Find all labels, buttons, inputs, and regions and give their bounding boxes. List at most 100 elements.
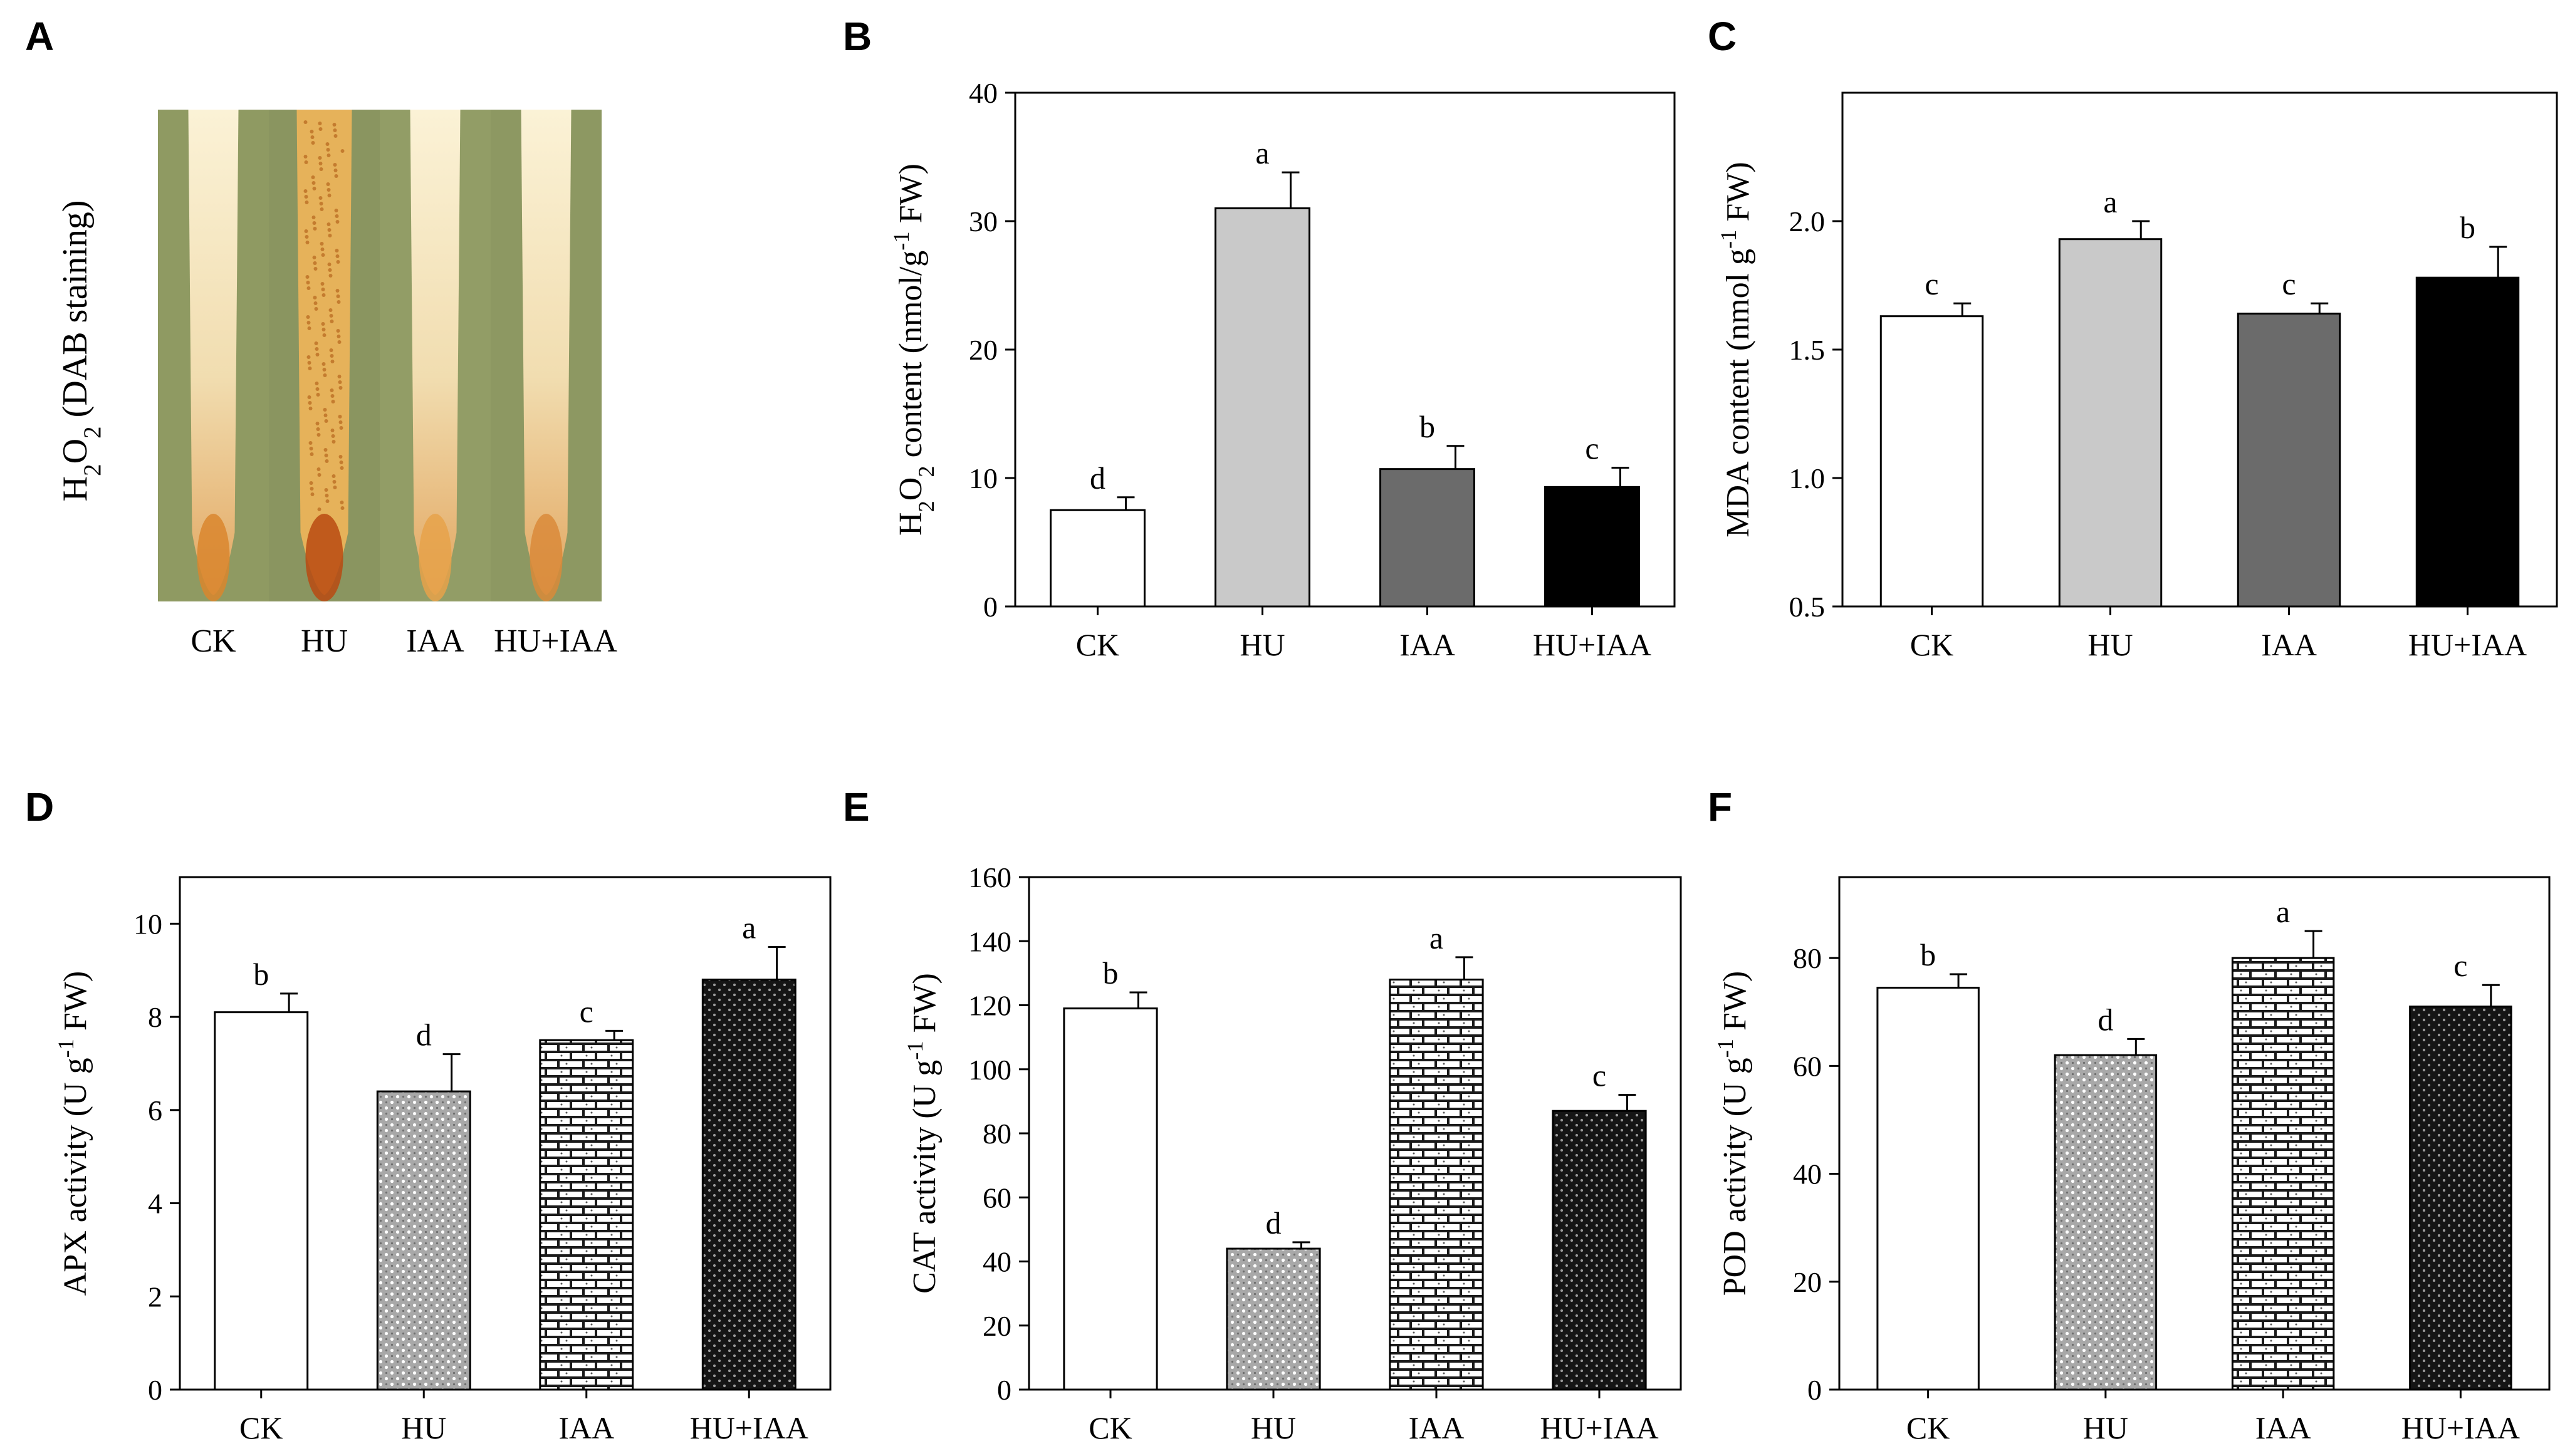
y-tick-label: 40 xyxy=(969,77,998,109)
stain-speck xyxy=(337,375,342,378)
stain-speck xyxy=(317,473,321,477)
stain-speck xyxy=(316,433,321,437)
x-tick-label: HU xyxy=(2087,627,2133,662)
stain-speck xyxy=(322,333,327,337)
bar-ck xyxy=(1063,1007,1158,1391)
stain-speck xyxy=(315,353,320,356)
panel-letter-a: A xyxy=(25,14,54,59)
bar-hu xyxy=(1215,207,1310,608)
significance-letter: c xyxy=(1585,431,1599,466)
stain-speck xyxy=(330,394,335,398)
label-part: 2 xyxy=(79,426,106,439)
stain-speck xyxy=(314,341,318,345)
sample-label: CK xyxy=(191,623,236,659)
chart-panel-c: C 0.5 1.0 1.5 2.0 MDA content (nmol g-1 FW) c C… xyxy=(1708,14,2558,662)
stain-speck xyxy=(318,122,322,125)
y-tick-label: 40 xyxy=(1793,1158,1822,1190)
stain-speck xyxy=(315,382,319,385)
stain-speck xyxy=(332,474,336,478)
label-part: 2 xyxy=(914,501,939,512)
stain-speck xyxy=(305,200,309,204)
stain-speck xyxy=(328,308,333,312)
bar-hu-iaa xyxy=(2409,1006,2512,1391)
bar-iaa xyxy=(2231,957,2335,1391)
label-part: FW) xyxy=(58,971,93,1039)
bar-hu-iaa xyxy=(2415,276,2520,608)
y-tick-label: 0 xyxy=(983,591,998,623)
y-tick-label: 60 xyxy=(983,1182,1011,1214)
stain-speck xyxy=(324,488,328,492)
stain-speck xyxy=(330,388,334,392)
stain-speck xyxy=(316,393,320,397)
stain-speck xyxy=(304,195,308,199)
significance-letter: c xyxy=(1592,1058,1606,1093)
y-tick-label: 120 xyxy=(968,990,1011,1022)
stain-speck xyxy=(316,467,321,471)
y-tick-label: 0 xyxy=(148,1374,162,1406)
stain-speck xyxy=(310,492,315,496)
stain-speck xyxy=(314,307,318,311)
y-tick-label: 60 xyxy=(1793,1050,1822,1082)
label-part: -1 xyxy=(53,1039,78,1058)
label-part: 2 xyxy=(79,464,106,476)
stain-speck xyxy=(321,293,326,297)
stain-speck xyxy=(319,202,323,205)
y-tick-label: 2 xyxy=(148,1281,162,1313)
stain-speck xyxy=(335,214,339,218)
y-tick-label: 20 xyxy=(1793,1266,1822,1298)
root-image xyxy=(296,110,352,595)
stain-speck xyxy=(318,162,323,165)
stain-speck xyxy=(333,128,337,132)
stain-speck xyxy=(320,207,324,211)
stain-speck xyxy=(308,367,312,370)
label-part: -1 xyxy=(889,231,914,250)
bar-hu xyxy=(2058,238,2163,608)
stain-speck xyxy=(332,440,336,444)
plot-frame xyxy=(179,876,832,1391)
stain-speck xyxy=(325,494,329,497)
significance-letter: a xyxy=(742,910,756,945)
stain-speck xyxy=(337,340,342,344)
x-tick-label: HU+IAA xyxy=(1533,627,1651,662)
label-part: -1 xyxy=(902,1041,927,1059)
stain-speck xyxy=(307,361,311,365)
y-tick-label: 10 xyxy=(133,908,162,940)
stain-speck xyxy=(315,422,320,425)
label-part: H xyxy=(893,512,929,536)
significance-letter: d xyxy=(1090,460,1105,496)
stain-speck xyxy=(332,480,337,484)
stain-speck xyxy=(305,235,309,239)
stain-speck xyxy=(325,459,329,463)
root-tip-stain xyxy=(419,514,452,601)
label-part: FW) xyxy=(907,973,943,1041)
y-tick-label: 10 xyxy=(969,462,998,494)
stain-speck xyxy=(308,407,313,410)
y-tick-label: 0 xyxy=(997,1374,1011,1406)
x-tick-label: HU+IAA xyxy=(690,1410,808,1445)
significance-letter: c xyxy=(2282,266,2296,301)
stain-speck xyxy=(339,460,343,464)
stain-speck xyxy=(338,455,343,459)
label-part: CAT activity (U g xyxy=(907,1060,943,1294)
significance-letter: d xyxy=(2098,1002,2113,1037)
significance-letter: b xyxy=(1103,955,1119,991)
stain-speck xyxy=(323,408,327,412)
stain-speck xyxy=(327,222,331,226)
stain-speck xyxy=(324,454,328,457)
stain-speck xyxy=(340,501,344,504)
y-tick-label: 40 xyxy=(983,1246,1011,1278)
significance-letter: b xyxy=(1920,937,1936,972)
y-tick-label: 1.5 xyxy=(1789,334,1826,366)
stain-speck xyxy=(338,380,342,384)
stain-speck xyxy=(316,427,320,431)
y-tick-label: 80 xyxy=(1793,942,1822,974)
label-part: FW) xyxy=(893,164,929,231)
stain-speck xyxy=(308,441,313,445)
significance-letter: b xyxy=(1419,409,1435,444)
y-axis-label: MDA content (nmol g-1 FW) xyxy=(1716,162,1756,537)
x-tick-label: HU+IAA xyxy=(2401,1410,2520,1445)
stain-speck xyxy=(323,413,328,417)
stain-speck xyxy=(330,429,335,432)
significance-letter: b xyxy=(253,957,269,992)
